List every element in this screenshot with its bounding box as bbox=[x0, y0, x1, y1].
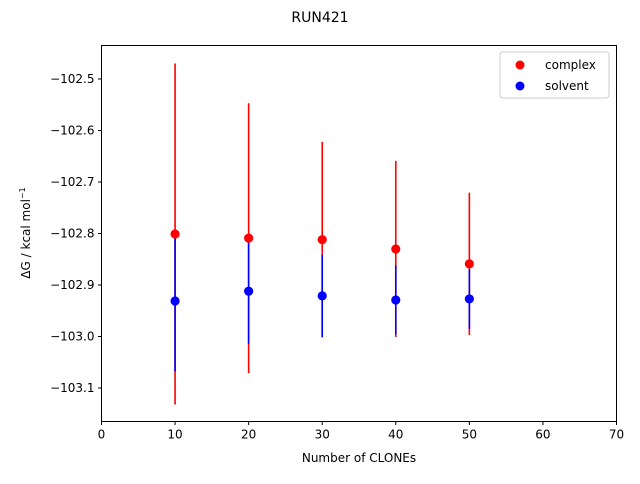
x-tick-label: 60 bbox=[535, 428, 550, 442]
x-axis: 0 10 20 30 40 50 60 70 bbox=[98, 421, 624, 442]
x-tick-label: 0 bbox=[98, 428, 106, 442]
y-tick-label: −102.5 bbox=[50, 72, 94, 86]
solvent-point bbox=[170, 296, 180, 306]
y-axis-label-sup: −1 bbox=[18, 187, 27, 199]
legend-marker-complex bbox=[515, 60, 525, 70]
x-tick-label: 50 bbox=[462, 428, 477, 442]
legend-marker-solvent bbox=[515, 81, 525, 91]
complex-point bbox=[317, 235, 327, 245]
legend: complex solvent bbox=[499, 51, 610, 99]
legend-label-complex: complex bbox=[545, 58, 596, 72]
x-axis-label: Number of CLONEs bbox=[302, 451, 416, 465]
y-tick-label: −102.9 bbox=[50, 278, 94, 292]
chart-title: RUN421 bbox=[291, 10, 348, 26]
complex-point bbox=[391, 244, 401, 254]
plot-area bbox=[170, 63, 474, 405]
x-tick-label: 20 bbox=[241, 428, 256, 442]
x-tick-label: 70 bbox=[609, 428, 624, 442]
solvent-point bbox=[464, 294, 474, 304]
y-tick-label: −103.0 bbox=[50, 330, 94, 344]
complex-point bbox=[244, 233, 254, 243]
solvent-point bbox=[391, 295, 401, 305]
y-tick-label: −102.7 bbox=[50, 175, 94, 189]
y-axis-label-main: ΔG / kcal mol bbox=[19, 199, 33, 279]
y-tick-label: −103.1 bbox=[50, 381, 94, 395]
complex-point bbox=[170, 229, 180, 239]
y-axis: −103.1 −103.0 −102.9 −102.8 −102.7 −102.6 −102… bbox=[50, 72, 102, 395]
solvent-point bbox=[244, 286, 254, 296]
y-axis-label: ΔG / kcal mol−1 bbox=[18, 187, 33, 278]
legend-frame bbox=[499, 51, 610, 99]
complex-point bbox=[464, 259, 474, 269]
y-tick-label: −102.8 bbox=[50, 227, 94, 241]
x-tick-label: 10 bbox=[167, 428, 182, 442]
x-tick-label: 30 bbox=[315, 428, 330, 442]
legend-label-solvent: solvent bbox=[545, 79, 589, 93]
x-tick-label: 40 bbox=[388, 428, 403, 442]
y-tick-label: −102.6 bbox=[50, 123, 94, 137]
solvent-point bbox=[317, 291, 327, 301]
